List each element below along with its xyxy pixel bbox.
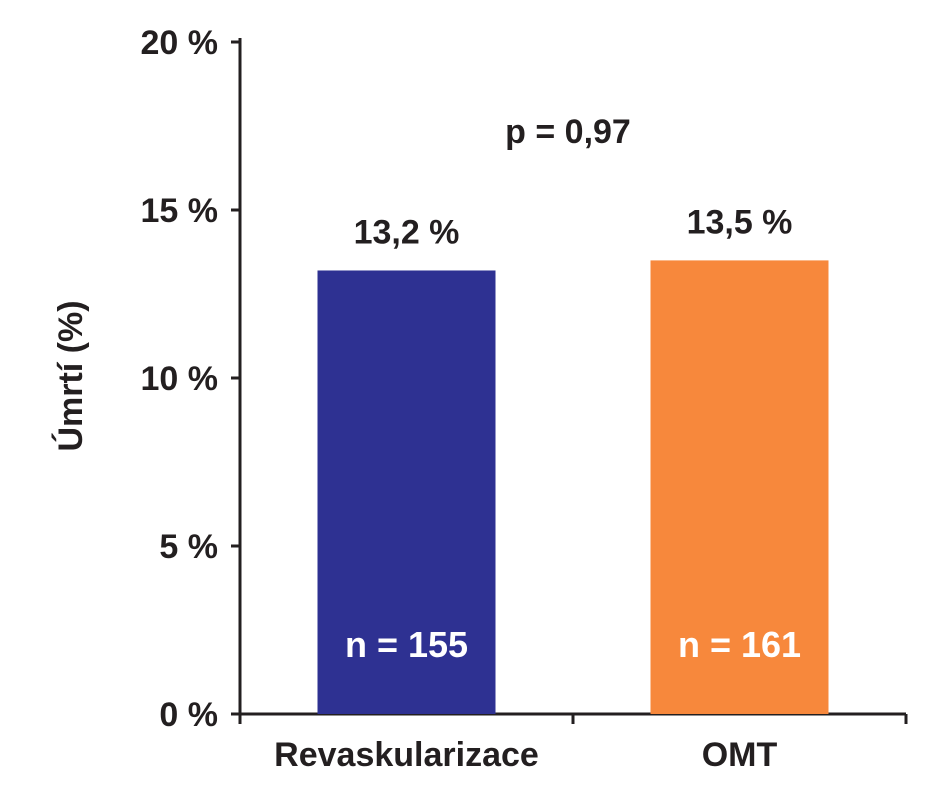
bars <box>317 260 829 714</box>
bar-n-label: n = 155 <box>345 624 468 665</box>
y-tick-label: 15 % <box>141 192 219 230</box>
bar-value-label: 13,2 % <box>354 213 460 251</box>
x-category-label: Revaskularizace <box>274 736 539 774</box>
y-ticks: 0 % 5 % 10 % 15 % 20 % <box>141 24 240 734</box>
bar <box>650 260 829 714</box>
y-tick-label: 0 % <box>159 696 218 734</box>
labels: 13,2 % n = 155 Revaskularizace 13,5 % n = 16… <box>274 203 801 774</box>
x-category-label: OMT <box>702 736 778 774</box>
p-value-annotation: p = 0,97 <box>505 113 631 151</box>
bar-value-label: 13,5 % <box>687 203 793 241</box>
y-tick-label: 5 % <box>159 528 218 566</box>
y-tick-label: 10 % <box>141 360 219 398</box>
y-axis-label: Úmrtí (%) <box>52 300 90 451</box>
bar-n-label: n = 161 <box>678 624 801 665</box>
y-tick-label: 20 % <box>141 24 219 62</box>
bar <box>317 270 496 714</box>
x-ticks <box>238 714 908 724</box>
